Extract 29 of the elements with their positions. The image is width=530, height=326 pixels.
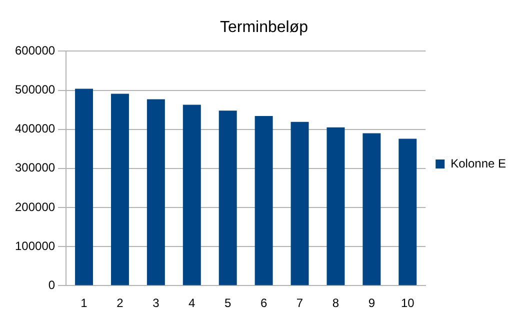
y-tick-label: 600000 bbox=[14, 44, 56, 58]
y-tick-label: 300000 bbox=[14, 160, 56, 175]
x-tick-label: 9 bbox=[368, 296, 376, 310]
x-tick-label: 2 bbox=[116, 296, 124, 310]
y-tick-label: 400000 bbox=[14, 122, 56, 136]
legend-label: Kolonne E bbox=[450, 156, 506, 170]
x-tick-label: 10 bbox=[400, 296, 415, 310]
bar bbox=[362, 133, 381, 286]
y-tick-label: 500000 bbox=[14, 82, 56, 97]
bar bbox=[254, 116, 273, 286]
x-tick-label: 5 bbox=[224, 296, 232, 310]
y-tick-label: 100000 bbox=[14, 238, 56, 253]
x-tick-label: 7 bbox=[296, 296, 304, 310]
x-tick-label: 6 bbox=[260, 296, 268, 310]
bar bbox=[218, 110, 237, 286]
x-tick-label: 1 bbox=[80, 296, 88, 310]
bar bbox=[146, 99, 165, 286]
bar bbox=[326, 127, 345, 286]
bar bbox=[398, 138, 417, 286]
x-tick-label: 8 bbox=[332, 296, 340, 310]
bar bbox=[110, 94, 129, 286]
bar bbox=[75, 88, 94, 286]
y-tick-label: 0 bbox=[48, 278, 56, 292]
y-tick-label: 200000 bbox=[14, 200, 56, 214]
x-tick-label: 4 bbox=[188, 296, 196, 310]
chart-title: Terminbeløp bbox=[220, 19, 308, 36]
bar bbox=[182, 104, 201, 286]
x-tick-label: 3 bbox=[152, 296, 160, 310]
bar bbox=[290, 122, 309, 286]
